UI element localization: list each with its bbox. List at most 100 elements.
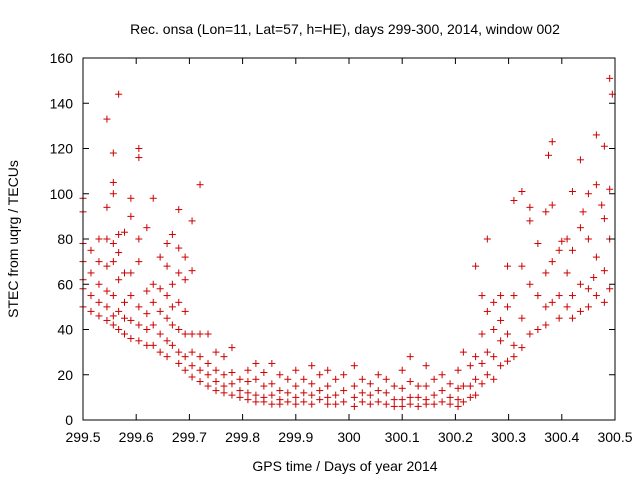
data-point <box>518 262 526 270</box>
data-point <box>542 303 550 311</box>
x-tick-label: 299.7 <box>172 429 207 445</box>
x-tick-label: 300.3 <box>491 429 526 445</box>
data-point <box>504 262 512 270</box>
data-point <box>478 292 486 300</box>
data-point <box>120 228 128 236</box>
data-point <box>406 400 414 408</box>
data-point <box>276 371 284 379</box>
data-point <box>300 389 308 397</box>
data-point <box>87 269 95 277</box>
data-point <box>156 330 164 338</box>
data-point <box>135 337 143 345</box>
data-point <box>276 387 284 395</box>
data-point <box>308 391 316 399</box>
data-point <box>212 366 220 374</box>
data-point <box>438 398 446 406</box>
y-tick-label: 20 <box>57 367 73 383</box>
data-point <box>438 387 446 395</box>
data-point <box>244 396 252 404</box>
data-point <box>350 402 358 410</box>
data-point <box>196 330 204 338</box>
data-point <box>483 235 491 243</box>
data-point <box>576 224 584 232</box>
data-point <box>518 187 526 195</box>
data-point <box>109 292 117 300</box>
data-point <box>292 366 300 374</box>
data-point <box>175 298 183 306</box>
chart-title: Rec. onsa (Lon=11, Lat=57, h=HE), days 2… <box>130 21 560 37</box>
x-tick-label: 300.1 <box>385 429 420 445</box>
data-point <box>156 348 164 356</box>
data-point <box>204 382 212 390</box>
data-point <box>350 362 358 370</box>
data-point <box>504 330 512 338</box>
data-point <box>576 307 584 315</box>
data-point <box>490 353 498 361</box>
data-point <box>109 178 117 186</box>
data-point <box>390 382 398 390</box>
data-point <box>446 380 454 388</box>
data-point <box>472 391 480 399</box>
data-point <box>497 292 505 300</box>
data-point <box>292 382 300 390</box>
data-point <box>592 253 600 261</box>
data-point <box>168 280 176 288</box>
data-point <box>143 341 151 349</box>
data-point <box>490 375 498 383</box>
data-point <box>143 287 151 295</box>
data-point <box>454 396 462 404</box>
data-point <box>181 330 189 338</box>
x-axis-title: GPS time / Days of year 2014 <box>252 458 437 474</box>
data-point <box>181 307 189 315</box>
data-point <box>204 359 212 367</box>
data-point <box>103 287 111 295</box>
data-point <box>584 190 592 198</box>
data-point <box>135 321 143 329</box>
y-tick-label: 120 <box>50 141 74 157</box>
data-point <box>526 280 534 288</box>
x-tick-label: 300.5 <box>597 429 632 445</box>
data-point <box>478 330 486 338</box>
x-tick-label: 299.8 <box>225 429 260 445</box>
data-point <box>579 208 587 216</box>
data-point <box>115 90 123 98</box>
data-point <box>87 246 95 254</box>
data-point <box>175 359 183 367</box>
data-point <box>87 292 95 300</box>
data-point <box>374 387 382 395</box>
data-point <box>592 181 600 189</box>
data-point <box>438 371 446 379</box>
data-point <box>592 131 600 139</box>
data-point <box>382 389 390 397</box>
data-point <box>103 262 111 270</box>
data-point <box>350 393 358 401</box>
data-point <box>358 398 366 406</box>
data-point <box>446 393 454 401</box>
data-point <box>568 246 576 254</box>
data-point <box>284 375 292 383</box>
data-point <box>127 269 135 277</box>
data-point <box>548 258 556 266</box>
data-point <box>590 273 598 281</box>
data-point <box>163 353 171 361</box>
data-point <box>568 292 576 300</box>
data-point <box>472 262 480 270</box>
data-point <box>188 348 196 356</box>
data-point <box>324 366 332 374</box>
data-point <box>534 326 542 333</box>
data-point <box>284 398 292 406</box>
data-point <box>135 303 143 311</box>
data-point <box>220 389 228 397</box>
data-point <box>350 382 358 390</box>
data-point <box>600 267 608 275</box>
data-point <box>466 362 474 370</box>
data-point <box>454 366 462 374</box>
data-point <box>316 371 324 379</box>
data-point <box>446 400 454 408</box>
data-point <box>548 298 556 306</box>
data-point <box>135 235 143 243</box>
data-point <box>526 330 534 338</box>
data-point <box>236 375 244 383</box>
data-point <box>103 316 111 324</box>
data-point <box>156 307 164 315</box>
